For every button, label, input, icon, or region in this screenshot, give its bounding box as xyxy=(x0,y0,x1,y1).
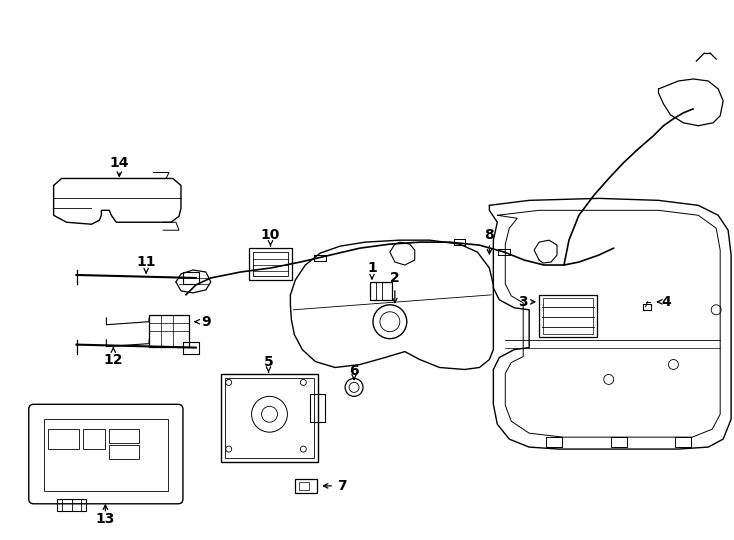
Bar xyxy=(43,419,168,491)
Text: 10: 10 xyxy=(261,228,280,242)
Text: 5: 5 xyxy=(264,355,273,368)
Bar xyxy=(370,282,392,300)
Bar xyxy=(109,445,139,459)
Bar xyxy=(183,272,199,284)
Bar xyxy=(295,479,317,493)
Text: 2: 2 xyxy=(390,271,400,285)
Bar xyxy=(225,379,314,458)
Text: 11: 11 xyxy=(137,255,156,269)
Bar xyxy=(249,248,292,280)
Text: 1: 1 xyxy=(367,261,377,275)
Text: 4: 4 xyxy=(661,295,672,309)
Text: 12: 12 xyxy=(103,353,123,367)
Text: 3: 3 xyxy=(518,295,528,309)
Bar xyxy=(543,298,593,334)
Text: 8: 8 xyxy=(484,228,494,242)
Text: 6: 6 xyxy=(349,364,359,379)
Bar xyxy=(57,499,87,511)
Bar xyxy=(221,374,319,462)
Bar xyxy=(109,429,139,443)
Text: 13: 13 xyxy=(95,512,115,526)
Bar xyxy=(84,429,106,449)
Bar xyxy=(539,295,597,336)
Bar xyxy=(299,482,309,490)
Bar xyxy=(149,315,189,347)
Bar xyxy=(48,429,79,449)
Text: 7: 7 xyxy=(338,479,347,493)
Bar xyxy=(252,252,288,276)
Bar xyxy=(310,394,325,422)
Text: 9: 9 xyxy=(201,315,211,329)
Text: 14: 14 xyxy=(109,156,129,170)
